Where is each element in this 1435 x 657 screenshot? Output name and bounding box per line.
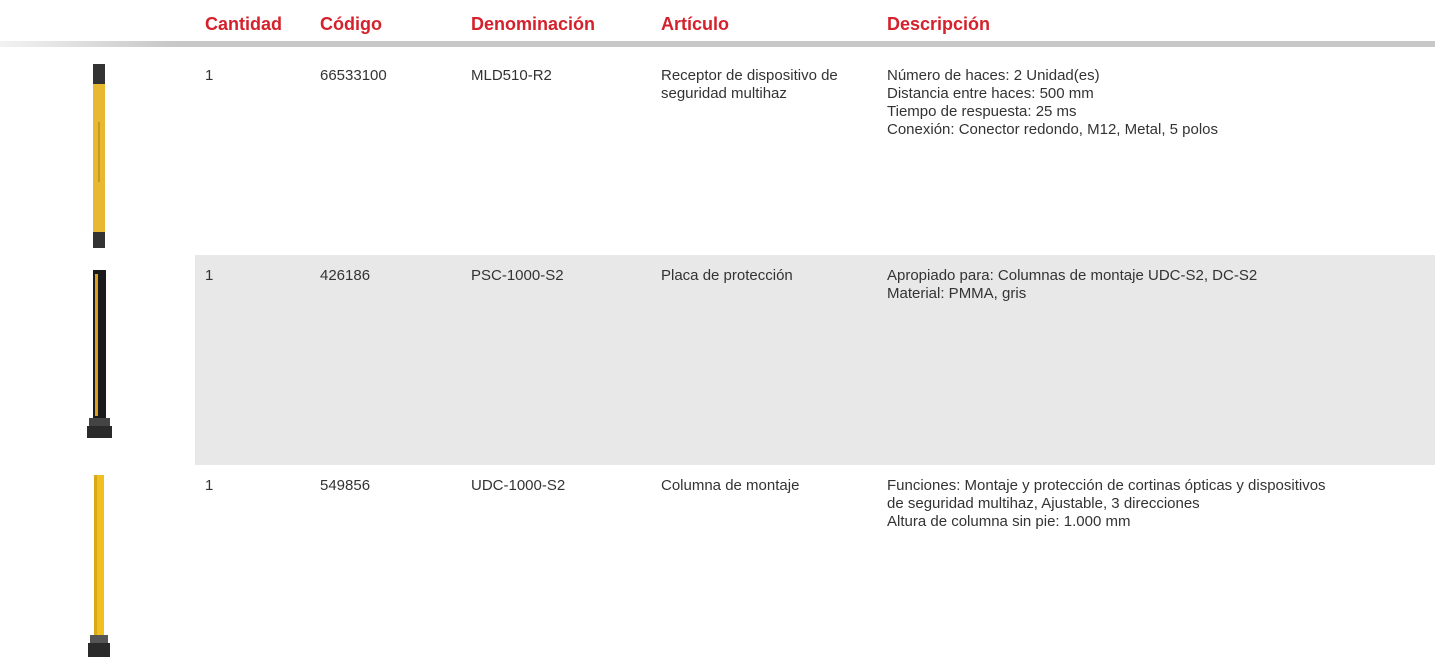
- table-cell: Columna de montaje: [661, 477, 800, 494]
- description-line: Conexión: Conector redondo, M12, Metal, …: [887, 121, 1219, 138]
- header-rule: [0, 41, 1435, 47]
- description-line: de seguridad multihaz, Ajustable, 3 dire…: [887, 495, 1200, 512]
- table-cell: 1: [205, 267, 214, 284]
- column-header: Denominación: [471, 14, 596, 34]
- table-cell: 1: [205, 67, 214, 84]
- product-image: [87, 270, 112, 438]
- table-cell: 549856: [320, 477, 371, 494]
- description: Apropiado para: Columnas de montaje UDC-…: [887, 267, 1435, 303]
- table-cell: 1: [205, 477, 214, 494]
- column-header: Cantidad: [205, 14, 283, 34]
- table-cell: 66533100: [320, 67, 387, 84]
- description-line: Tiempo de respuesta: 25 ms: [887, 103, 1077, 120]
- description-line: Apropiado para: Columnas de montaje UDC-…: [887, 267, 1258, 284]
- table-cell: MLD510-R2: [471, 67, 552, 84]
- table-cell: Placa de protección: [661, 267, 793, 284]
- table-row: 1 549856 UDC-1000-S2 Columna de montaje Func…: [195, 465, 1435, 657]
- table-cell: Receptor de dispositivo de seguridad mul…: [661, 67, 838, 102]
- product-image: [88, 475, 110, 657]
- description-line: Distancia entre haces: 500 mm: [887, 85, 1094, 102]
- description-line: Altura de columna sin pie: 1.000 mm: [887, 513, 1131, 530]
- table-cell: UDC-1000-S2: [471, 477, 566, 494]
- column-header: Artículo: [661, 14, 730, 34]
- table-cell: 426186: [320, 267, 371, 284]
- description-line: Funciones: Montaje y protección de corti…: [887, 477, 1326, 494]
- description-line: Material: PMMA, gris: [887, 285, 1027, 302]
- product-image: [93, 64, 105, 248]
- table-row: 1 66533100 MLD510-R2 Receptor de dispositiv…: [195, 55, 1435, 255]
- description: Funciones: Montaje y protección de corti…: [887, 477, 1435, 531]
- column-header: Código: [320, 14, 382, 34]
- description: Número de haces: 2 Unidad(es) Distancia e…: [887, 67, 1435, 139]
- table-cell: PSC-1000-S2: [471, 267, 564, 284]
- description-line: Número de haces: 2 Unidad(es): [887, 67, 1100, 84]
- table-row: 1 426186 PSC-1000-S2 Placa de protección Apr…: [195, 255, 1435, 465]
- column-header: Descripción: [887, 14, 991, 34]
